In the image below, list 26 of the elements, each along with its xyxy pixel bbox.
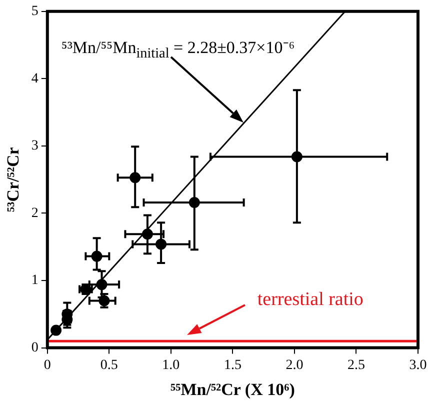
y-tick-label: 1 xyxy=(31,273,38,288)
point xyxy=(142,228,153,240)
x-tick-label: 1.5 xyxy=(224,358,242,373)
x-tick-label: 2.0 xyxy=(286,358,304,373)
point xyxy=(96,279,108,290)
x-tick-label: 3.0 xyxy=(409,358,427,373)
y-tick-label: 0 xyxy=(31,340,38,356)
y-axis-title: ⁵³Cr/⁵²Cr xyxy=(4,146,23,212)
x-axis-title: ⁵⁵Mn/⁵²Cr (X 10⁶) xyxy=(170,380,295,400)
y-tick-label: 3 xyxy=(31,138,38,154)
x-tick-label: 2.5 xyxy=(347,358,365,373)
ref-line-label: terrestial ratio xyxy=(257,289,364,312)
point xyxy=(130,172,141,184)
x-tick-label: 1.0 xyxy=(162,358,180,373)
point xyxy=(291,151,302,162)
point xyxy=(156,238,167,250)
point xyxy=(50,324,62,336)
point xyxy=(188,196,200,208)
annotation: ⁵³Mn/⁵⁵Mn$_{initial}$ = 2.28±0.37×10⁻⁶ xyxy=(61,35,295,63)
y-tick-label: 2 xyxy=(31,206,38,221)
x-tick-label: 0.5 xyxy=(100,358,118,373)
point xyxy=(91,250,102,262)
point xyxy=(98,295,110,306)
y-tick-label: 4 xyxy=(31,71,38,86)
y-tick-label: 5 xyxy=(31,4,38,20)
x-tick-label: 0 xyxy=(44,358,51,373)
